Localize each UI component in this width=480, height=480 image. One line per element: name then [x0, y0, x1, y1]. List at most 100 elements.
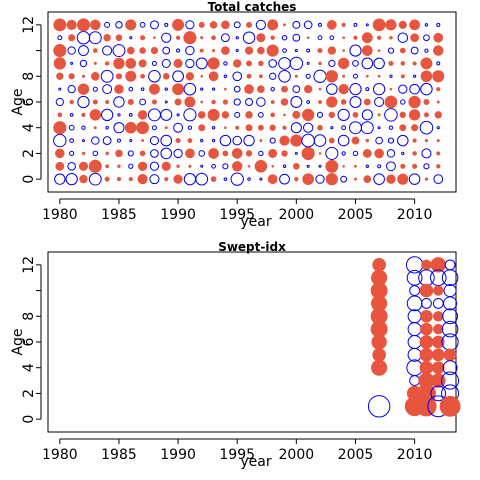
bubble-positive	[420, 322, 433, 336]
bubble-positive	[419, 360, 434, 375]
bubble-positive	[338, 83, 349, 95]
bubble-negative	[195, 57, 208, 70]
bubble-positive	[211, 99, 216, 105]
bubble-negative	[328, 59, 336, 68]
bubble-negative	[232, 135, 242, 146]
bubble-negative	[361, 109, 373, 121]
bubble-negative	[232, 71, 243, 82]
bubble-positive	[419, 335, 434, 349]
bubble-negative	[230, 172, 244, 186]
x-axis-label: year	[240, 214, 271, 230]
bubble-positive	[89, 109, 102, 121]
bubble-negative	[325, 146, 339, 160]
bubble-positive	[388, 60, 394, 66]
bubble-positive	[115, 73, 123, 80]
bubble-positive	[56, 72, 64, 80]
bubble-negative	[289, 56, 304, 71]
bubble-positive	[436, 139, 440, 143]
x-axis-label: year	[240, 454, 271, 470]
bubble-negative	[306, 164, 310, 168]
y-tick-label: 12	[21, 16, 37, 34]
bubble-positive	[210, 176, 217, 183]
bubble-positive	[423, 99, 430, 105]
bubble-positive	[245, 150, 253, 157]
bubble-negative	[386, 149, 396, 158]
bubble-positive	[136, 121, 149, 135]
y-tick-label: 12	[21, 256, 37, 274]
bubble-negative	[375, 136, 383, 145]
bubble-negative	[127, 150, 134, 157]
bubble-positive	[126, 46, 135, 55]
bubble-positive	[398, 20, 407, 29]
bubble-positive	[113, 57, 125, 70]
bubble-negative	[294, 151, 298, 155]
x-tick-label: 1980	[42, 447, 78, 463]
bubble-positive	[172, 18, 185, 31]
bubble-positive	[419, 283, 434, 298]
bubble-positive	[161, 161, 171, 171]
bubble-positive	[197, 111, 206, 119]
x-tick-label: 2000	[279, 447, 315, 463]
bubble-positive	[361, 45, 373, 56]
y-tick-label: 6	[21, 97, 37, 106]
bubble-negative	[441, 371, 460, 390]
bubble-negative	[423, 34, 430, 42]
bubble-negative	[198, 150, 206, 157]
bubble-negative	[386, 161, 396, 172]
bubble-negative	[67, 46, 76, 55]
bubble-positive	[76, 18, 90, 32]
bubble-positive	[266, 44, 279, 57]
bubble-negative	[421, 298, 432, 309]
bubble-negative	[139, 98, 147, 106]
bubble-positive	[400, 61, 406, 66]
bubble-negative	[160, 108, 173, 121]
bubble-positive	[244, 46, 254, 55]
bubble-negative	[104, 21, 111, 28]
bubble-positive	[175, 35, 181, 40]
bubble-positive	[282, 125, 287, 130]
bubble-negative	[245, 97, 254, 107]
bubble-positive	[232, 161, 243, 172]
bubble-negative	[387, 47, 395, 54]
bubble-negative	[349, 83, 362, 96]
bubble-negative	[292, 85, 301, 94]
bubble-negative	[337, 134, 350, 147]
bubble-positive	[137, 110, 148, 120]
bubble-positive	[431, 361, 445, 375]
y-tick-label: 6	[21, 337, 37, 346]
y-tick-label: 8	[21, 312, 37, 321]
bubble-positive	[283, 23, 286, 27]
bubble-negative	[423, 163, 430, 170]
bubble-positive	[270, 112, 275, 118]
bubble-positive	[127, 98, 134, 106]
bubble-positive	[53, 18, 67, 32]
bubble-positive	[222, 150, 229, 157]
y-tick-label: 0	[21, 175, 37, 184]
bubble-positive	[303, 84, 313, 94]
x-tick-label: 2005	[338, 207, 374, 223]
bubble-negative	[53, 133, 67, 148]
bubble-positive	[325, 159, 339, 173]
bubble-positive	[207, 108, 220, 121]
bubble-positive	[78, 161, 89, 171]
bubble-positive	[68, 34, 76, 42]
bubble-negative	[313, 134, 327, 147]
bubble-positive	[174, 98, 182, 106]
bubble-positive	[389, 35, 393, 40]
bubble-positive	[139, 150, 146, 157]
bubble-positive	[208, 148, 219, 159]
bubble-negative	[410, 46, 419, 55]
x-tick-label: 1980	[42, 207, 78, 223]
bubble-negative	[223, 177, 228, 181]
bubble-negative	[91, 136, 100, 145]
bubble-negative	[77, 95, 90, 109]
bubble-positive	[222, 99, 229, 105]
bubble-negative	[361, 57, 374, 70]
bubble-positive	[269, 124, 276, 131]
bubble-positive	[104, 176, 110, 182]
bubble-negative	[187, 125, 193, 130]
bubble-positive	[224, 87, 227, 91]
bubble-positive	[247, 165, 251, 168]
bubble-positive	[199, 48, 204, 53]
bubble-negative	[294, 49, 298, 53]
